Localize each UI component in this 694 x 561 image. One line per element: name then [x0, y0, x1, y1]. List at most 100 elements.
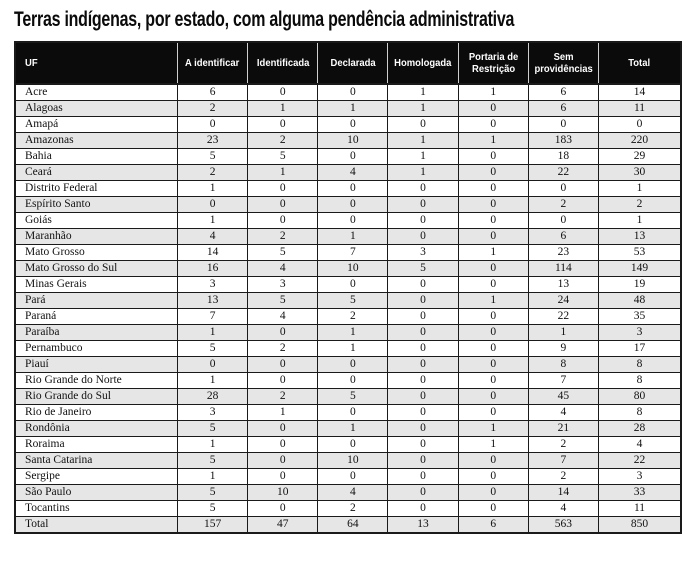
- uf-cell: São Paulo: [14, 484, 178, 501]
- value-cell-homologada: 0: [387, 324, 459, 341]
- value-cell-portaria-de-restricao: 1: [457, 83, 529, 101]
- value-cell-a-identificar: 1: [176, 372, 249, 389]
- value-cell-total: 149: [598, 260, 682, 277]
- value-cell-portaria-de-restricao: 0: [457, 148, 529, 165]
- total-row: Total 157 47 64 13 6 563 850: [14, 516, 682, 534]
- uf-cell: Goiás: [14, 212, 178, 229]
- uf-cell: Acre: [14, 83, 178, 101]
- value-cell-identificada: 0: [247, 180, 319, 197]
- column-header-uf: UF: [15, 42, 178, 85]
- value-cell-homologada: 0: [387, 212, 459, 229]
- value-cell-a-identificar: 28: [176, 388, 249, 405]
- value-cell-identificada: 5: [247, 244, 319, 261]
- value-cell-portaria-de-restricao: 1: [457, 292, 529, 309]
- value-cell-homologada: 0: [387, 404, 459, 421]
- table-row-rondonia: Rondônia 5 0 1 0 1 21 28: [14, 420, 682, 437]
- value-cell-total: 22: [598, 452, 682, 469]
- value-cell-identificada: 2: [247, 388, 319, 405]
- value-cell-a-identificar: 0: [176, 196, 249, 213]
- value-cell-declarada: 0: [317, 180, 389, 197]
- value-cell-total: 0: [598, 116, 682, 133]
- value-cell-total: 4: [598, 436, 682, 453]
- uf-cell: Rio Grande do Norte: [14, 372, 178, 389]
- value-cell-total: 13: [598, 228, 682, 245]
- table-row-santa-catarina: Santa Catarina 5 0 10 0 0 7 22: [14, 452, 682, 469]
- value-cell-homologada: 0: [387, 468, 459, 485]
- value-cell-declarada: 0: [317, 148, 389, 165]
- value-cell-portaria-de-restricao: 0: [457, 372, 529, 389]
- value-cell-identificada: 2: [247, 228, 319, 245]
- table-row-mato-grosso-do-sul: Mato Grosso do Sul 16 4 10 5 0 114 149: [14, 260, 682, 277]
- value-cell-portaria-de-restricao: 0: [457, 276, 529, 293]
- value-cell-declarada: 0: [317, 116, 389, 133]
- value-cell-sem-providencias: 23: [527, 244, 600, 261]
- value-cell-homologada: 0: [387, 292, 459, 309]
- value-cell-homologada: 5: [387, 260, 459, 277]
- value-cell-sem-providencias: 21: [527, 420, 600, 437]
- value-cell-declarada: 10: [317, 452, 389, 469]
- column-header-declarada: Declarada: [317, 42, 388, 85]
- value-cell-a-identificar: 5: [176, 340, 249, 357]
- value-cell-a-identificar: 7: [176, 308, 249, 325]
- value-cell-total: 220: [598, 132, 682, 149]
- uf-cell: Ceará: [14, 164, 178, 181]
- uf-cell: Mato Grosso: [14, 244, 178, 261]
- header-row: UF A identificar Identificada Declarada Homo…: [15, 42, 681, 85]
- value-cell-identificada: 0: [247, 83, 319, 101]
- value-cell-a-identificar: 4: [176, 228, 249, 245]
- value-cell-declarada: 10: [317, 260, 389, 277]
- column-header-total: Total: [598, 42, 681, 85]
- value-cell-portaria-de-restricao: 0: [457, 212, 529, 229]
- uf-cell: Bahia: [14, 148, 178, 165]
- value-cell-homologada: 0: [387, 484, 459, 501]
- value-cell-homologada: 0: [387, 228, 459, 245]
- table-row-piaui: Piauí 0 0 0 0 0 8 8: [14, 356, 682, 373]
- value-cell-total: 30: [598, 164, 682, 181]
- value-cell-sem-providencias: 2: [527, 196, 600, 213]
- value-cell-homologada: 1: [387, 100, 459, 117]
- value-cell-total: 3: [598, 468, 682, 485]
- value-cell-identificada: 0: [247, 372, 319, 389]
- uf-cell: Amazonas: [14, 132, 178, 149]
- value-cell-homologada: 0: [387, 180, 459, 197]
- value-cell-total: 48: [598, 292, 682, 309]
- uf-cell: Mato Grosso do Sul: [14, 260, 178, 277]
- table-row-maranhao: Maranhão 4 2 1 0 0 6 13: [14, 228, 682, 245]
- value-cell-a-identificar: 6: [176, 83, 249, 101]
- value-cell-declarada: 2: [317, 308, 389, 325]
- value-cell-identificada: 4: [247, 260, 319, 277]
- value-cell-portaria-de-restricao: 0: [457, 452, 529, 469]
- value-cell-declarada: 0: [317, 276, 389, 293]
- table-row-amazonas: Amazonas 23 2 10 1 1 183 220: [14, 132, 682, 149]
- value-cell-total: 8: [598, 356, 682, 373]
- value-cell-identificada: 4: [247, 308, 319, 325]
- uf-cell: Alagoas: [14, 100, 178, 117]
- value-cell-declarada: 0: [317, 404, 389, 421]
- column-header-sem-providencias: Sem providências: [527, 42, 599, 85]
- value-cell-identificada: 0: [247, 436, 319, 453]
- value-cell-homologada: 1: [387, 132, 459, 149]
- value-cell-sem-providencias: 18: [527, 148, 600, 165]
- uf-cell: Pernambuco: [14, 340, 178, 357]
- value-cell-identificada: 10: [247, 484, 319, 501]
- value-cell-a-identificar: 5: [176, 148, 249, 165]
- value-cell-total: 8: [598, 372, 682, 389]
- value-cell-homologada: 0: [387, 196, 459, 213]
- value-cell-a-identificar: 14: [176, 244, 249, 261]
- value-cell-identificada: 1: [247, 404, 319, 421]
- table-row-pernambuco: Pernambuco 5 2 1 0 0 9 17: [14, 340, 682, 357]
- value-cell-identificada: 0: [247, 420, 319, 437]
- value-cell-declarada: 0: [317, 372, 389, 389]
- value-cell-portaria-de-restricao: 1: [457, 244, 529, 261]
- value-cell-portaria-de-restricao: 1: [457, 436, 529, 453]
- value-cell-declarada: 2: [317, 500, 389, 517]
- uf-cell: Tocantins: [14, 500, 178, 517]
- value-cell-homologada: 0: [387, 372, 459, 389]
- value-cell-portaria-de-restricao: 0: [457, 180, 529, 197]
- uf-cell: Paraíba: [14, 324, 178, 341]
- value-cell-total: 80: [598, 388, 682, 405]
- column-header-portaria-de-restricao: Portaria de Restrição: [457, 42, 529, 85]
- uf-cell: Amapá: [14, 116, 178, 133]
- value-cell-a-identificar: 16: [176, 260, 249, 277]
- value-cell-portaria-de-restricao: 6: [457, 516, 529, 534]
